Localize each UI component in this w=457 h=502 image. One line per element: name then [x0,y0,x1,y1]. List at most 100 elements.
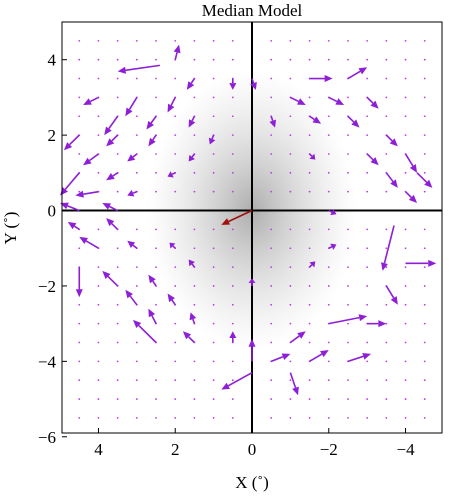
grid-point [366,341,369,344]
grid-point [193,190,196,193]
grid-point [289,379,292,382]
grid-point [327,379,330,382]
vector-arrow [148,134,157,147]
vector-arrow [309,153,316,160]
vector-arrow [83,153,99,166]
grid-point [327,266,330,268]
grid-point [404,58,407,61]
grid-point [135,134,138,137]
grid-point [212,247,215,250]
arrow-head [324,75,333,83]
grid-point [385,398,388,400]
arrow-shaft [190,78,196,84]
grid-point [289,303,292,306]
grid-point [366,417,369,419]
grid-point [347,285,349,287]
grid-point [193,303,196,306]
grid-point [308,190,311,193]
grid-point [423,379,426,382]
grid-point [270,190,273,193]
grid-point [385,247,388,250]
grid-point [78,39,81,42]
vector-arrow [416,172,433,188]
grid-point [289,228,292,231]
grid-point [327,171,330,174]
grid-point [174,398,177,400]
grid-point [155,39,157,42]
grid-point [174,341,177,344]
grid-point [308,58,311,61]
grid-point [135,171,138,174]
arrow-head [148,308,156,318]
grid-point [135,379,138,382]
vector-arrow [146,115,157,130]
grid-point [289,171,292,174]
grid-point [155,77,157,80]
grid-point [212,360,215,363]
grid-point [155,190,157,193]
grid-point [366,115,369,118]
grid-point [327,39,330,42]
grid-point [270,96,273,99]
vector-arrow [221,209,253,225]
y-tick-label: 0 [48,202,57,221]
grid-point [308,228,311,231]
grid-point [366,77,369,80]
grid-point [155,379,157,382]
arrow-shaft [404,191,412,198]
grid-point [404,134,407,137]
vector-arrow [270,353,291,363]
grid-point [308,322,311,325]
vector-arrow [63,134,80,151]
grid-point [423,341,426,344]
x-tick-label: 4 [94,440,103,459]
grid-point [155,266,157,268]
grid-point [174,417,177,419]
grid-point [289,398,292,400]
arrow-head [229,83,237,90]
arrow-head [133,319,142,328]
grid-point [174,266,177,268]
vector-arrow [148,274,157,287]
grid-point [212,115,215,118]
grid-point [174,153,177,155]
grid-point [116,153,119,155]
arrow-shaft [151,315,157,325]
grid-point [423,247,426,250]
arrow-shaft [191,115,196,122]
arrow-head [173,44,181,54]
grid-point [212,96,215,99]
grid-point [289,39,292,42]
arrow-shaft [67,205,80,212]
grid-point [308,285,311,287]
grid-point [366,247,369,250]
arrow-head [408,194,418,203]
vector-arrow [309,261,316,268]
grid-point [193,228,196,231]
grid-point [174,39,177,42]
grid-point [97,341,100,344]
vector-arrow [248,338,256,362]
grid-point [385,266,388,268]
vector-arrow [182,331,195,344]
grid-point [404,266,407,268]
grid-point [385,58,388,61]
arrow-shaft [132,244,138,249]
grid-point [155,360,157,363]
vector-arrow [367,320,387,328]
vector-arrow [366,153,379,166]
grid-point [423,322,426,325]
grid-point [78,190,81,193]
grid-point [231,322,234,325]
vector-arrow [125,96,138,117]
grid-point [366,58,369,61]
arrow-shaft [328,209,333,213]
vector-arrow [186,78,196,90]
arrow-shaft [416,172,428,183]
arrow-head [378,320,387,328]
vector-arrow [102,202,119,212]
grid-point [385,303,388,306]
vector-arrow [104,115,119,136]
vector-arrow [404,153,418,173]
